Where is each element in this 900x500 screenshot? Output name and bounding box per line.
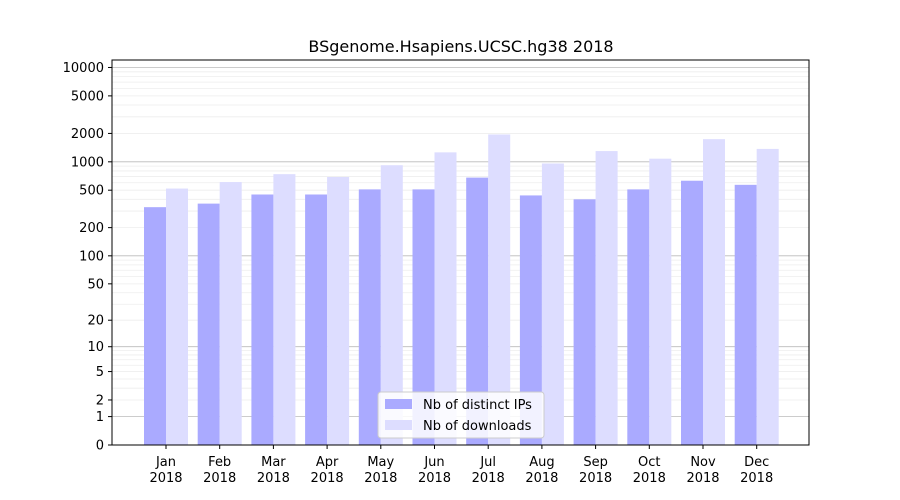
bar-distinct-ips (681, 180, 703, 446)
bar-distinct-ips (627, 189, 650, 445)
bar-distinct-ips (573, 199, 596, 445)
y-tick-label: 10 (87, 340, 104, 355)
bar-distinct-ips (519, 195, 542, 445)
y-tick-label: 100 (79, 249, 104, 264)
bar-downloads (434, 152, 457, 446)
legend-box (377, 391, 545, 439)
x-tick-label-month: Nov (690, 455, 716, 470)
x-tick-label-year: 2018 (257, 471, 290, 486)
bar-downloads (166, 188, 188, 445)
y-tick-label: 2000 (71, 127, 104, 142)
y-tick-label: 10000 (63, 61, 104, 76)
bar-downloads (327, 177, 350, 445)
x-tick-label-year: 2018 (633, 471, 666, 486)
y-tick-label: 500 (79, 184, 104, 199)
x-tick-label-month: Jan (155, 455, 176, 470)
bar-downloads (595, 151, 618, 445)
bar-downloads (273, 174, 296, 446)
x-tick-label-month: Jul (479, 455, 496, 470)
bar-downloads (703, 139, 725, 445)
plot-frame (111, 59, 810, 446)
bar-distinct-ips (466, 177, 489, 446)
legend-swatch (385, 399, 412, 409)
bar-downloads (219, 182, 242, 445)
bar-downloads (380, 165, 403, 446)
x-tick-label-month: Apr (316, 455, 339, 470)
x-tick-label-year: 2018 (579, 471, 612, 486)
y-axis: 0 1 2 5 10 20 50 100 200 500 1000 2000 5000 10000 (63, 61, 112, 454)
bars (144, 134, 779, 446)
x-tick-label-month: Oct (638, 455, 660, 470)
y-tick-label: 2 (96, 393, 104, 408)
bar-distinct-ips (197, 203, 220, 445)
x-tick-label-month: Feb (208, 455, 231, 470)
bar-distinct-ips (412, 189, 435, 445)
y-tick-label: 200 (79, 221, 104, 236)
x-tick-label-month: Dec (744, 455, 769, 470)
bar-distinct-ips (144, 207, 166, 445)
x-tick-label-month: May (367, 455, 394, 470)
x-tick-label-year: 2018 (364, 471, 397, 486)
legend-swatch (385, 420, 412, 430)
x-tick-label-month: Mar (261, 455, 286, 470)
x-tick-label-year: 2018 (472, 471, 505, 486)
x-tick-label-year: 2018 (203, 471, 236, 486)
y-tick-label: 5000 (71, 89, 104, 104)
bar-distinct-ips (305, 194, 328, 445)
bar-downloads (649, 158, 672, 445)
x-tick-label-year: 2018 (418, 471, 451, 486)
bar-distinct-ips (251, 194, 274, 445)
bar-distinct-ips (734, 184, 757, 445)
x-axis: Jan2018Feb2018Mar2018Apr2018May2018Jun20… (149, 445, 773, 486)
y-tick-label: 1000 (71, 155, 104, 170)
chart-title: BSgenome.Hsapiens.UCSC.hg38 2018 (308, 37, 613, 56)
y-tick-label: 5 (96, 365, 104, 380)
y-tick-label: 1 (96, 410, 104, 425)
x-tick-label-year: 2018 (149, 471, 182, 486)
y-tick-label: 20 (87, 314, 104, 329)
x-tick-label-year: 2018 (740, 471, 773, 486)
legend-label: Nb of downloads (423, 419, 532, 434)
y-tick-label: 0 (96, 439, 104, 454)
x-tick-label-year: 2018 (311, 471, 344, 486)
x-tick-label-year: 2018 (525, 471, 558, 486)
legend-label: Nb of distinct IPs (423, 398, 532, 413)
x-tick-label-month: Jun (423, 455, 444, 470)
x-tick-label-year: 2018 (686, 471, 719, 486)
x-tick-label-month: Aug (529, 455, 554, 470)
bar-downloads (541, 163, 564, 445)
bar-downloads (756, 148, 779, 445)
legend: Nb of distinct IPs Nb of downloads (377, 391, 545, 439)
x-tick-label-month: Sep (583, 455, 608, 470)
bar-distinct-ips (358, 189, 381, 445)
bar-downloads (488, 134, 511, 446)
y-tick-label: 50 (87, 277, 104, 292)
